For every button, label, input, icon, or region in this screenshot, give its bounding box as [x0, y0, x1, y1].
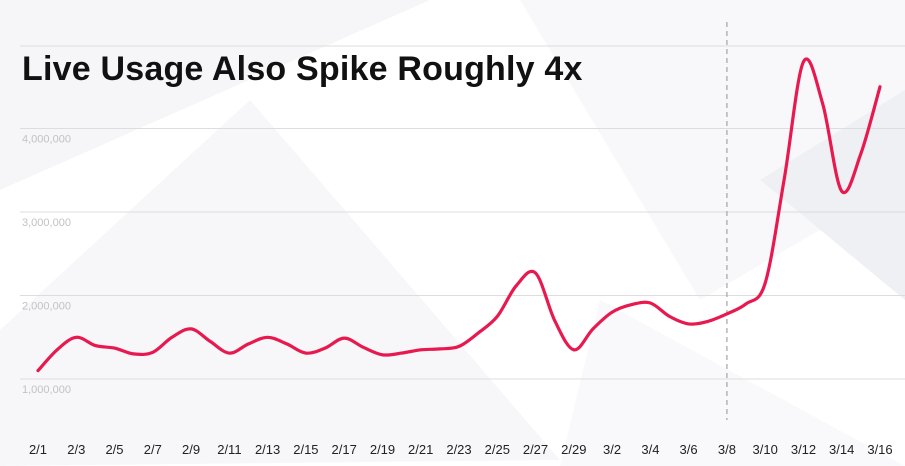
- data-point: [74, 335, 78, 339]
- x-tick-label: 2/9: [182, 442, 200, 457]
- background-shape: [0, 100, 560, 466]
- x-tick-label: 2/15: [293, 442, 318, 457]
- background-shape: [520, 0, 905, 300]
- background-shape: [0, 0, 430, 190]
- data-point: [266, 335, 269, 339]
- x-tick-label: 2/17: [332, 442, 357, 457]
- x-tick-label: 2/1: [29, 442, 47, 457]
- x-tick-label: 2/21: [408, 442, 433, 457]
- data-point: [381, 353, 384, 357]
- data-point: [132, 352, 136, 356]
- data-point: [878, 85, 882, 89]
- data-point: [495, 315, 499, 318]
- data-point: [419, 348, 423, 352]
- data-point: [572, 348, 576, 352]
- data-point: [438, 347, 442, 351]
- data-point: [55, 348, 59, 352]
- x-tick-label: 3/2: [603, 442, 621, 457]
- data-point: [113, 346, 116, 350]
- data-point: [285, 342, 289, 346]
- data-point: [457, 345, 461, 348]
- y-tick-label: 4,000,000: [22, 134, 71, 146]
- data-point: [151, 350, 155, 354]
- x-tick-label: 3/8: [718, 442, 736, 457]
- data-point: [36, 369, 40, 372]
- data-point: [247, 342, 250, 346]
- x-tick-label: 2/25: [485, 442, 510, 457]
- series-line: [36, 57, 882, 373]
- x-tick-label: 3/10: [753, 442, 778, 457]
- series-points: [36, 60, 882, 372]
- x-tick-label: 2/23: [446, 442, 471, 457]
- x-tick-label: 2/3: [67, 442, 85, 457]
- data-point: [323, 346, 327, 350]
- data-point: [476, 331, 480, 335]
- data-point: [725, 312, 729, 316]
- data-point: [706, 320, 710, 323]
- data-point: [361, 345, 365, 349]
- x-axis-ticks: 2/1 2/3 2/5 2/7 2/9 2/11 2/13 2/15 2/17 2/19 2/21 2…: [29, 442, 893, 457]
- series-lines: [36, 57, 882, 373]
- data-point: [515, 284, 518, 287]
- x-tick-label: 2/7: [144, 442, 162, 457]
- data-point: [668, 315, 671, 318]
- x-tick-label: 2/19: [370, 442, 395, 457]
- data-point: [744, 302, 748, 306]
- data-point: [342, 336, 346, 340]
- data-point: [840, 189, 844, 193]
- x-tick-label: 3/4: [641, 442, 659, 457]
- x-tick-label: 2/11: [217, 442, 241, 457]
- x-tick-label: 2/27: [523, 442, 548, 457]
- x-tick-label: 3/14: [829, 442, 854, 457]
- x-tick-label: 2/29: [561, 442, 586, 457]
- y-tick-label: 2,000,000: [22, 301, 71, 313]
- x-tick-label: 2/5: [105, 442, 123, 457]
- data-point: [304, 351, 308, 355]
- x-tick-label: 3/12: [791, 442, 816, 457]
- x-tick-label: 3/6: [680, 442, 698, 457]
- data-point: [170, 335, 174, 339]
- x-tick-label: 2/13: [255, 442, 280, 457]
- data-point: [553, 319, 557, 322]
- y-tick-label: 1,000,000: [22, 384, 71, 396]
- background-shape: [760, 90, 905, 300]
- data-point: [821, 102, 824, 105]
- x-tick-label: 3/16: [867, 442, 892, 457]
- y-tick-label: 3,000,000: [22, 217, 71, 229]
- data-point: [591, 327, 595, 331]
- data-point: [859, 152, 863, 156]
- data-point: [629, 303, 633, 307]
- data-point: [782, 177, 786, 181]
- data-point: [763, 281, 767, 285]
- data-point: [94, 344, 97, 347]
- data-point: [228, 351, 231, 355]
- data-point: [687, 322, 690, 326]
- data-point: [400, 351, 403, 355]
- data-point: [208, 340, 212, 343]
- chart-title: Live Usage Also Spike Roughly 4x: [22, 50, 583, 88]
- y-axis-ticks: 1,000,000 2,000,000 3,000,000 4,000,000: [22, 134, 71, 397]
- background-shape: [560, 300, 905, 466]
- data-point: [610, 310, 614, 314]
- data-point: [802, 60, 805, 64]
- data-point: [534, 271, 537, 275]
- data-point: [649, 301, 652, 305]
- grid-lines: [20, 45, 905, 380]
- data-point: [189, 327, 193, 331]
